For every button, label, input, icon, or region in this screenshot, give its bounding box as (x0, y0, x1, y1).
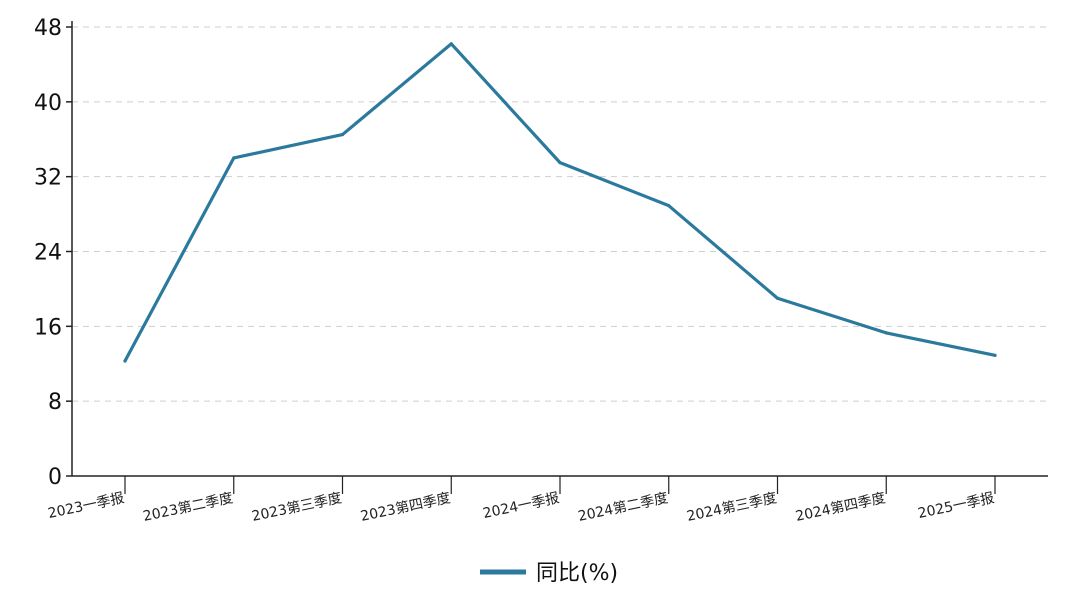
y-tick-label: 40 (34, 91, 62, 116)
x-tick-label: 2024一季报 (482, 490, 561, 522)
x-tick-labels: 2023一季报 2023第二季度 2023第三季度 2023第四季度 2024一季报 20… (47, 476, 996, 525)
x-tick-label: 2024第四季度 (794, 489, 887, 525)
y-tick-label: 32 (34, 166, 62, 191)
grid-layer (72, 26, 1048, 402)
x-tick-label: 2023第三季度 (250, 489, 343, 525)
x-tick-label: 2024第三季度 (685, 489, 778, 525)
y-tick-label: 0 (48, 465, 62, 490)
data-point[interactable] (993, 353, 997, 357)
y-tick-label: 16 (34, 315, 62, 340)
y-tick-label: 48 (34, 16, 62, 41)
x-tick-label: 2025一季报 (917, 490, 996, 522)
series-line-0[interactable] (123, 42, 997, 363)
data-point[interactable] (667, 204, 671, 208)
x-tick-label: 2023第二季度 (141, 489, 234, 525)
x-tick-label: 2023一季报 (47, 490, 126, 522)
data-point[interactable] (558, 161, 562, 165)
data-point[interactable] (340, 132, 345, 137)
x-tick-label: 2023第四季度 (359, 489, 452, 525)
axis-layer (71, 21, 1048, 477)
data-point[interactable] (775, 296, 780, 300)
data-point[interactable] (232, 156, 236, 160)
x-tick-label: 2024第二季度 (576, 489, 669, 525)
data-point[interactable] (123, 359, 127, 363)
legend[interactable]: 同比(%) (480, 561, 618, 586)
data-point[interactable] (884, 331, 888, 335)
y-tick-label: 24 (34, 241, 62, 266)
legend-label: 同比(%) (536, 561, 618, 586)
y-tick-labels: 0 8 16 24 32 40 48 (34, 16, 72, 490)
series-layer (123, 42, 997, 363)
y-tick-label: 8 (48, 390, 62, 415)
data-point[interactable] (449, 42, 453, 46)
